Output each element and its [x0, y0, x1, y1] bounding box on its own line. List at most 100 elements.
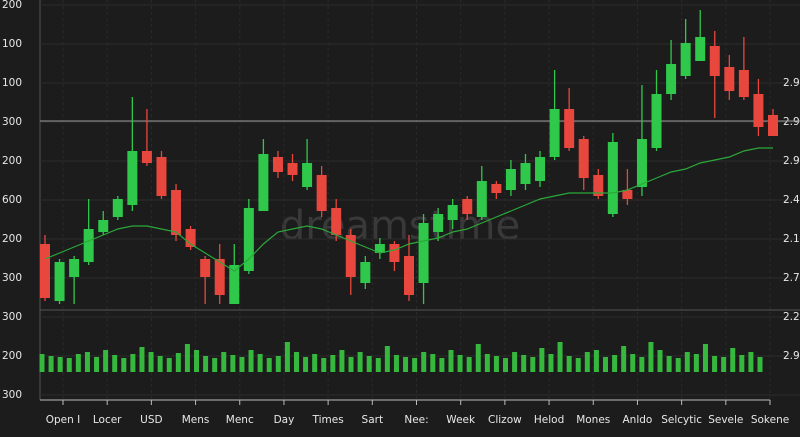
volume-bar: [203, 356, 209, 372]
candle-body: [622, 190, 633, 199]
candle-body: [535, 157, 546, 181]
left-axis-label: 200: [2, 0, 22, 11]
volume-bar: [684, 352, 690, 372]
right-axis-label: 2.10: [783, 233, 800, 245]
right-axis-label: 2.90: [783, 77, 800, 89]
volume-bar: [312, 354, 318, 372]
volume-bar: [121, 358, 127, 372]
volume-bar: [475, 344, 481, 372]
volume-bar: [484, 354, 490, 372]
volume-bar: [357, 352, 363, 372]
volume-bar: [293, 352, 299, 372]
volume-bar: [639, 357, 645, 372]
volume-bar: [221, 352, 227, 372]
volume-bar: [57, 357, 63, 372]
candle-body: [302, 163, 313, 187]
x-tick-label: Helod: [534, 414, 564, 426]
candle-body: [593, 175, 604, 196]
volume-bar: [139, 347, 145, 372]
volume-bar: [648, 342, 654, 372]
volume-bar: [303, 357, 309, 372]
x-tick-label: Anldo: [623, 414, 653, 426]
x-tick-label: Locer: [93, 414, 122, 426]
candle-body: [83, 229, 94, 262]
candle-body: [40, 244, 50, 298]
volume-bar: [557, 342, 563, 372]
candle-body: [200, 259, 211, 277]
volume-bar: [266, 358, 272, 372]
candle-body: [709, 46, 720, 76]
candle-body: [141, 151, 152, 163]
volume-bar: [575, 358, 581, 372]
candle-body: [447, 205, 458, 220]
x-tick-label: Week: [446, 414, 476, 426]
candle-body: [578, 139, 589, 178]
volume-bar: [248, 350, 254, 372]
volume-bar: [512, 352, 518, 372]
volume-bar: [148, 352, 154, 372]
left-axis-label: 100: [2, 77, 22, 89]
volume-bar: [702, 344, 708, 372]
candle-body: [636, 139, 647, 187]
left-axis-label: 600: [2, 194, 22, 206]
candle-body: [54, 262, 65, 301]
candle-body: [418, 223, 429, 283]
volume-bar: [275, 356, 281, 372]
volume-bar: [48, 356, 54, 372]
volume-bar: [730, 348, 736, 372]
candle-body: [112, 199, 123, 217]
candle-body: [69, 259, 80, 277]
candle-body: [127, 151, 138, 205]
volume-bar: [84, 352, 90, 372]
volume-bar: [157, 356, 163, 372]
left-axis-label: 300: [2, 389, 22, 401]
candle-body: [505, 169, 516, 190]
candle-body: [185, 229, 196, 247]
candle-body: [156, 157, 167, 196]
volume-bar: [230, 355, 236, 372]
volume-bar: [630, 354, 636, 372]
x-tick-label: Mones: [576, 414, 610, 426]
candle-body: [214, 259, 225, 295]
candle-body: [666, 64, 677, 94]
moving-average: [44, 147, 773, 272]
right-axis-label: 2.40: [783, 194, 800, 206]
volume-bar: [375, 358, 381, 372]
x-tick-label: Open I: [46, 414, 80, 426]
left-axis-label: 200: [2, 155, 22, 167]
left-axis-label: 200: [2, 350, 22, 362]
volume-bar: [748, 352, 754, 372]
x-tick-label: USD: [140, 414, 162, 426]
candle-body: [404, 256, 414, 295]
volume-bar: [75, 354, 81, 372]
volume-bar: [666, 356, 672, 372]
x-tick-label: Sart: [362, 414, 384, 426]
volume-bar: [530, 357, 536, 372]
volume-bar: [384, 346, 390, 372]
candle-body: [243, 208, 254, 271]
volume-bar: [466, 357, 472, 372]
candle-body: [272, 157, 283, 172]
candle-body: [680, 43, 691, 76]
volume-bar: [503, 358, 509, 372]
volume-bar: [621, 346, 627, 372]
volume-bar: [693, 354, 699, 372]
candle-body: [724, 67, 735, 91]
volume-bar: [130, 354, 136, 372]
volume-bar: [175, 353, 181, 372]
volume-bar: [439, 358, 445, 372]
x-tick-label: Sokene: [751, 414, 789, 426]
left-axis-label: 300: [2, 116, 22, 128]
volume-bar: [421, 352, 427, 372]
volume-bar: [539, 348, 545, 372]
volume-bar: [348, 357, 354, 372]
left-axis-label: 300: [2, 272, 22, 284]
volume-bar: [366, 356, 372, 372]
volume-bar: [739, 355, 745, 372]
x-tick-label: Day: [274, 414, 295, 426]
candle-body: [738, 70, 749, 97]
volume-bar: [712, 356, 718, 372]
right-axis-label: 2.90: [783, 116, 800, 128]
